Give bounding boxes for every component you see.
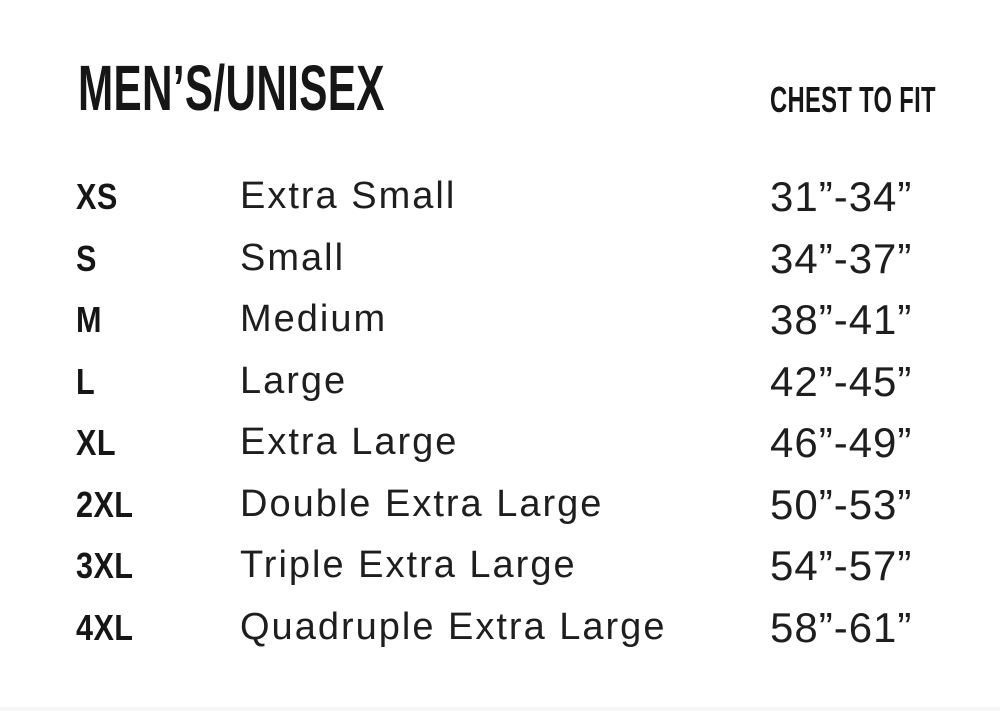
table-row: L Large 42”-45” bbox=[0, 351, 1000, 413]
page-title: MEN’S/UNISEX bbox=[78, 52, 385, 124]
size-code: 2XL bbox=[76, 483, 134, 525]
chest-range: 58”-61” bbox=[770, 603, 913, 651]
chest-range: 38”-41” bbox=[770, 296, 913, 343]
size-chart-table: XS Extra Small 31”-34” S Small 34”-37” M… bbox=[0, 166, 1000, 658]
table-row: M Medium 38”-41” bbox=[0, 289, 1000, 351]
size-name: Extra Large bbox=[240, 421, 459, 463]
chest-range: 50”-53” bbox=[770, 480, 913, 528]
table-row: 3XL Triple Extra Large 54”-57” bbox=[0, 535, 1000, 597]
size-code: S bbox=[76, 237, 97, 279]
table-row: 4XL Quadruple Extra Large 58”-61” bbox=[0, 597, 1000, 659]
chest-range: 46”-49” bbox=[770, 419, 913, 466]
size-code: XS bbox=[76, 176, 118, 217]
size-code: M bbox=[76, 299, 102, 340]
table-row: S Small 34”-37” bbox=[0, 228, 1000, 290]
chest-range: 42”-45” bbox=[770, 357, 913, 405]
size-code: XL bbox=[76, 422, 116, 463]
table-row: 2XL Double Extra Large 50”-53” bbox=[0, 474, 1000, 536]
size-name: Large bbox=[240, 359, 348, 402]
size-name: Quadruple Extra Large bbox=[240, 605, 667, 648]
size-code: 4XL bbox=[76, 606, 134, 648]
size-name: Triple Extra Large bbox=[240, 544, 577, 586]
table-row: XL Extra Large 46”-49” bbox=[0, 412, 1000, 474]
size-name: Double Extra Large bbox=[240, 482, 604, 525]
size-name: Medium bbox=[240, 298, 388, 340]
size-code: 3XL bbox=[76, 545, 134, 586]
chest-range: 31”-34” bbox=[770, 173, 913, 220]
chest-range: 54”-57” bbox=[770, 542, 913, 589]
chest-to-fit-column-header: CHEST TO FIT bbox=[770, 79, 936, 120]
chest-range: 34”-37” bbox=[770, 234, 913, 282]
table-row: XS Extra Small 31”-34” bbox=[0, 166, 1000, 228]
size-name: Extra Small bbox=[240, 175, 457, 217]
page-bottom-edge bbox=[0, 707, 1000, 711]
size-name: Small bbox=[240, 236, 346, 279]
size-code: L bbox=[76, 360, 96, 402]
